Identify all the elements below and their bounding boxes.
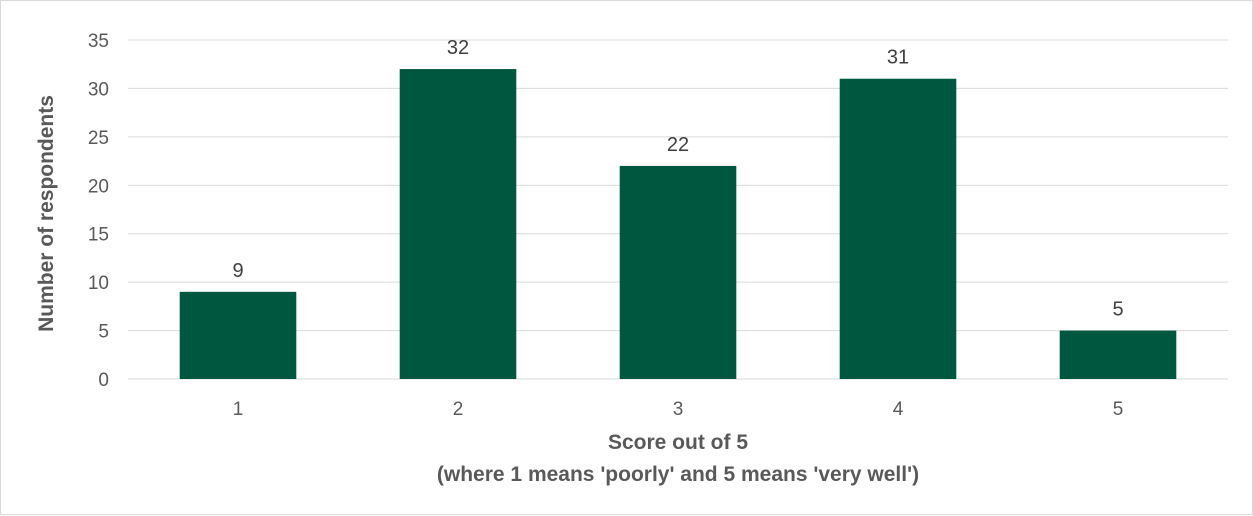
bars: [179, 69, 1177, 380]
data-label: 5: [1112, 299, 1123, 321]
bar: [839, 78, 957, 379]
x-axis-title-line-1: Score out of 5: [608, 431, 748, 454]
x-tick-label: 5: [1113, 399, 1124, 420]
y-axis-title: Number of respondents: [35, 95, 58, 332]
bar: [619, 165, 737, 379]
data-labels: 9 32 22 31 5: [232, 37, 1123, 321]
data-label: 9: [232, 260, 243, 282]
data-label: 32: [447, 37, 469, 59]
x-tick-label: 4: [893, 399, 904, 420]
y-tick-label: 10: [88, 273, 109, 294]
y-tick-label: 30: [88, 79, 109, 100]
y-tick-label: 5: [98, 322, 109, 343]
x-axis-title-line-2: (where 1 means 'poorly' and 5 means 'ver…: [437, 463, 919, 486]
y-axis-ticks: 0 5 10 15 20 25 30 35: [88, 31, 109, 391]
y-tick-label: 15: [88, 225, 109, 246]
y-tick-label: 25: [88, 128, 109, 149]
y-tick-label: 35: [88, 31, 109, 52]
bar: [399, 69, 517, 380]
data-label: 31: [887, 47, 909, 69]
x-tick-label: 2: [453, 399, 464, 420]
x-tick-label: 3: [673, 399, 684, 420]
x-tick-label: 1: [233, 399, 244, 420]
bar: [1059, 330, 1177, 379]
bar: [179, 291, 297, 379]
x-axis-ticks: 1 2 3 4 5: [233, 399, 1124, 420]
data-label: 22: [667, 134, 689, 156]
y-tick-label: 0: [98, 370, 109, 391]
y-tick-label: 20: [88, 176, 109, 197]
